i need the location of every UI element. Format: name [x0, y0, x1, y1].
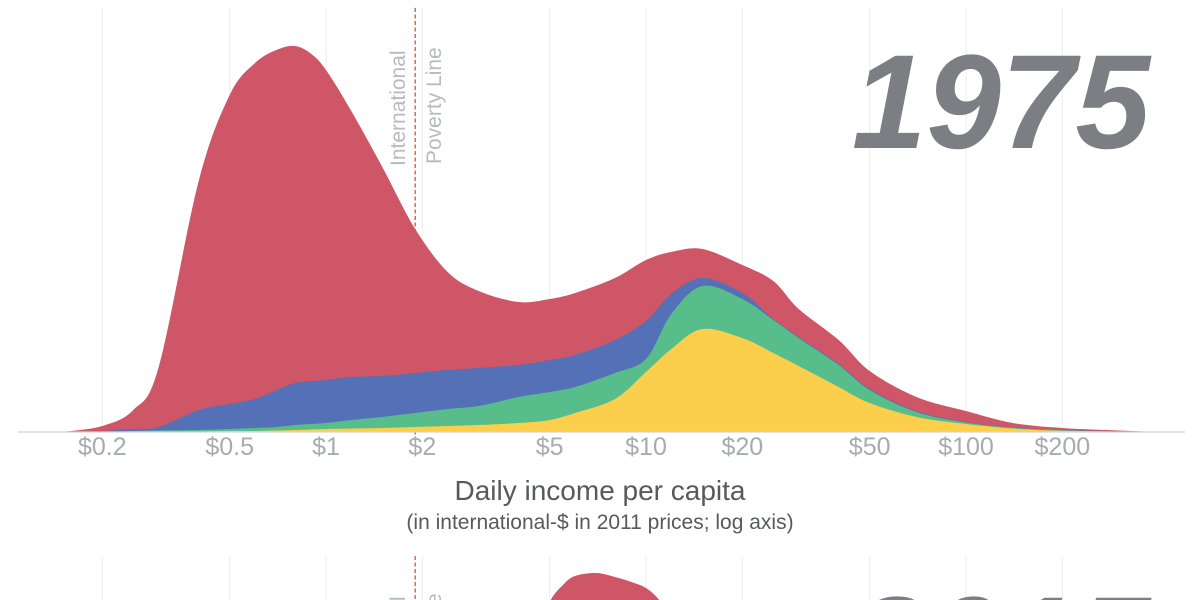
stacked-areas-2015	[550, 572, 660, 600]
x-tick-labels-1975: $0.2 $0.5 $1 $2 $5 $10 $20 $50 $100 $200	[78, 433, 1090, 461]
area-yellow-1975	[62, 328, 1159, 432]
x-tick-label: $50	[849, 433, 891, 461]
x-tick-label: $1	[312, 433, 340, 461]
chart-1975: $0.2 $0.5 $1 $2 $5 $10 $20 $50 $100 $200 Internat…	[18, 8, 1185, 534]
stacked-areas-1975	[62, 45, 1159, 432]
chart-2015-partial: International Poverty Line 2015	[101, 556, 1153, 600]
x-tick-label: $200	[1035, 433, 1091, 461]
poverty-line-label-international-1975: International	[387, 50, 410, 166]
x-tick-label: $10	[625, 433, 667, 461]
x-tick-label: $5	[536, 433, 564, 461]
x-tick-label: $2	[408, 433, 436, 461]
area-red-1975	[62, 45, 1159, 432]
x-axis-title: Daily income per capita	[454, 475, 745, 506]
poverty-line-label-povertyline-2015: Poverty Line	[423, 593, 446, 600]
x-tick-label: $20	[721, 433, 763, 461]
year-label-2015: 2015	[849, 570, 1153, 600]
area-red-2015	[550, 572, 660, 600]
poverty-line-label-povertyline-1975: Poverty Line	[423, 47, 446, 164]
year-label-1975: 1975	[852, 28, 1153, 177]
area-blue-1975	[62, 277, 1159, 432]
x-tick-label: $100	[938, 433, 994, 461]
x-axis-subtitle: (in international-$ in 2011 prices; log …	[406, 511, 793, 534]
x-tick-label: $0.5	[205, 433, 254, 461]
x-tick-label: $0.2	[78, 433, 127, 461]
poverty-line-label-international-2015: International	[387, 596, 410, 600]
